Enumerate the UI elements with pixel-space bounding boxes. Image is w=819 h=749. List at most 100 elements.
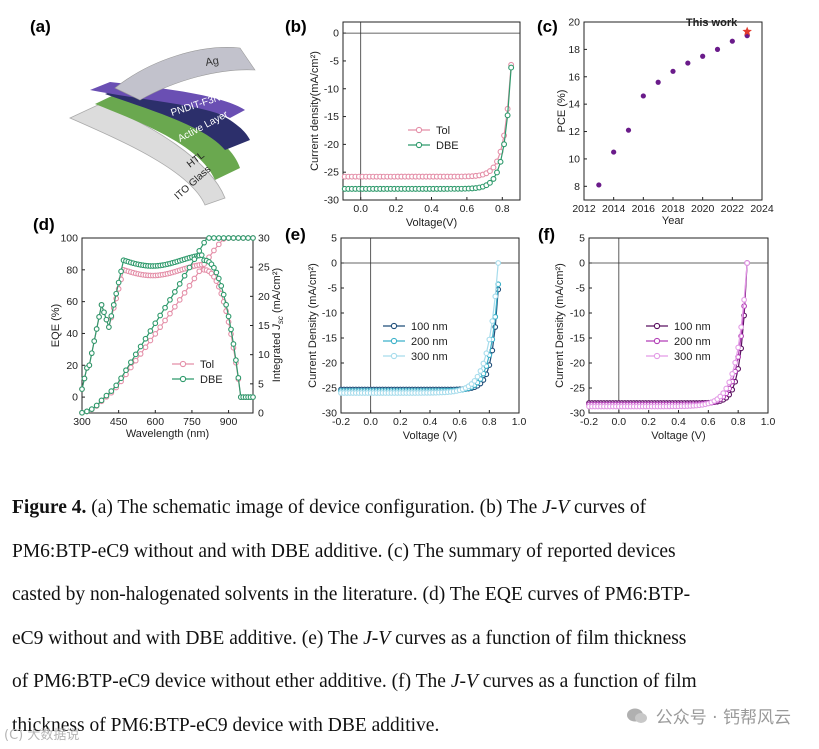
caption-run: thickness of PM6:BTP-eC9 device with DBE… [12, 714, 440, 736]
jv-point [741, 296, 747, 303]
caption-run: of PM6:BTP-eC9 device without ether addi… [12, 671, 451, 692]
eqe-point [91, 338, 98, 344]
x-axis-label: Voltage(V) [406, 217, 457, 229]
y-tick-label: -20 [322, 358, 337, 370]
jv-point [723, 385, 730, 392]
annotation-this-work: This work [686, 17, 738, 29]
watermark: 公众号 · 钙帮风云 [626, 703, 791, 728]
jv-point [508, 64, 515, 71]
caption-run: eC9 without and with DBE additive. (e) T… [12, 627, 364, 649]
x-tick-label: 1.0 [512, 416, 527, 428]
plots: 0.0 0.2 0.4 0.6 0.8 0 -5 -10 -15 -20 -25 -30 Voltage… [50, 17, 775, 443]
integrated-point [196, 268, 203, 275]
caption-run: curves as a function of film [477, 671, 697, 692]
x-tick-label: 2016 [632, 203, 656, 215]
integrated-point [186, 282, 193, 289]
eqe-point [96, 314, 102, 320]
legend-label: 200 nm [674, 336, 711, 348]
x-tick-label: 2012 [572, 203, 596, 215]
jv-point [477, 368, 484, 374]
pce-point [655, 79, 661, 85]
pce-point [670, 68, 676, 74]
eqe-point [215, 275, 222, 282]
integrated-point [171, 303, 178, 310]
y-tick-label: -25 [570, 383, 585, 395]
x-tick-label: 0.0 [353, 203, 368, 215]
integrated-point [137, 351, 144, 357]
eqe-point [81, 375, 88, 382]
y-tick-label: -5 [328, 283, 337, 295]
plot-frame [342, 21, 521, 201]
jv-curve [589, 262, 748, 404]
jv-curve [344, 64, 512, 178]
x-tick-label: 900 [220, 416, 238, 428]
integrated-point [220, 235, 227, 241]
x-tick-label: 0.4 [424, 203, 439, 215]
x-tick-label: -0.2 [580, 416, 598, 428]
caption-run: (a) The schematic image of device config… [86, 497, 543, 518]
x-tick-label: 0.8 [495, 203, 510, 215]
caption-body: (a) The schematic image of device config… [12, 497, 697, 736]
eqe-point [103, 316, 110, 323]
x-tick-label: 0.2 [389, 203, 404, 215]
integrated-point [230, 235, 237, 241]
x-tick-label: 0.0 [363, 416, 378, 428]
eqe-point [223, 301, 229, 308]
integrated-point [215, 235, 222, 241]
jv-point [729, 371, 736, 377]
eqe-point [220, 291, 227, 298]
integrated-point [201, 239, 207, 246]
integrated-point [250, 235, 256, 241]
layer-ag [114, 47, 256, 101]
wechat-icon [626, 708, 647, 723]
integrated-point [225, 235, 232, 241]
y2-tick-label: 15 [258, 320, 270, 332]
y-tick-label: -30 [322, 408, 337, 420]
x-tick-label: 0.8 [482, 416, 497, 428]
eqe-point [88, 350, 95, 357]
caption-run: PM6:BTP-eC9 without and with DBE additiv… [12, 540, 676, 562]
eqe-point [211, 264, 217, 271]
y-tick-label: 10 [568, 153, 580, 165]
chart-c: 2012 2014 2016 2018 2020 2022 2024 8 10 12 14 16 18 2… [556, 17, 774, 228]
integrated-point [98, 397, 105, 404]
integrated-point [162, 304, 168, 311]
eqe-point [228, 326, 234, 333]
x-tick-label: 2020 [691, 203, 715, 215]
y2-tick-label: 25 [258, 262, 270, 274]
y-axis-label: Current Density (mA/cm²) [307, 263, 319, 388]
integrated-point [113, 382, 120, 389]
eqe-point [110, 301, 117, 308]
legend-label: Tol [200, 359, 214, 371]
integrated-point [215, 241, 222, 248]
caption-run: curves as a function of film thickness [390, 627, 687, 649]
integrated-point [93, 402, 100, 409]
x-tick-label: 300 [73, 416, 91, 428]
pce-point [714, 46, 721, 52]
legend-label: DBE [436, 140, 459, 152]
x-tick-label: 0.0 [612, 416, 627, 428]
y2-tick-label: 10 [258, 349, 270, 361]
integrated-point [84, 408, 90, 415]
jv-point [495, 260, 502, 266]
eqe-point [213, 269, 220, 276]
legend-label: 200 nm [411, 336, 448, 348]
integrated-point [167, 296, 173, 303]
integrated-point [206, 235, 212, 241]
integrated-point [181, 289, 188, 296]
legend-label: 300 nm [411, 351, 448, 363]
y-tick-label: -15 [324, 111, 339, 123]
x-axis-label: Year [662, 215, 685, 227]
eqe-point [233, 357, 239, 363]
jv-point [490, 164, 497, 171]
eqe-point [235, 374, 242, 381]
integrated-point [211, 247, 217, 254]
y-tick-label: -5 [330, 55, 339, 67]
x-tick-label: 0.6 [701, 416, 716, 428]
y2-tick-label: 20 [258, 291, 270, 303]
integrated-point [123, 367, 129, 374]
pce-point [596, 182, 602, 188]
eqe-point [225, 313, 232, 320]
integrated-point [103, 392, 110, 399]
chart-f: -0.2 0.0 0.2 0.4 0.6 0.8 1.0 5 0 -5 -10 -15 -20 -25 -3… [554, 233, 775, 443]
